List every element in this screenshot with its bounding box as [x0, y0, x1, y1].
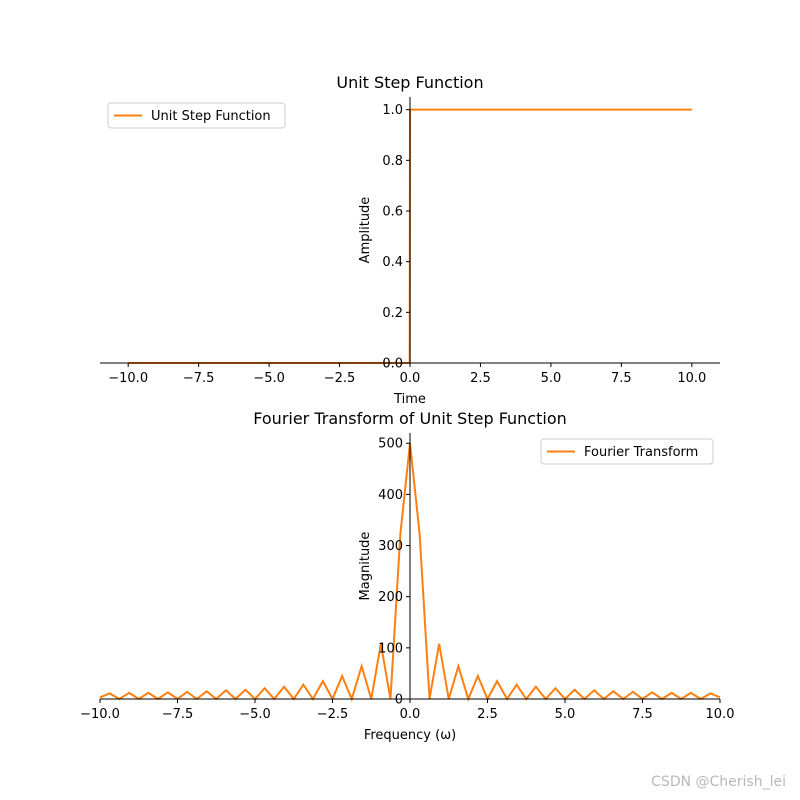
x-tick-label: −10.0 [108, 371, 148, 386]
y-tick-label: 0.2 [382, 306, 403, 321]
y-tick-label: 0 [395, 693, 403, 708]
y-tick-label: 200 [378, 590, 403, 605]
legend-box [540, 438, 714, 465]
y-tick-label: 0.6 [382, 205, 403, 220]
x-tick-label: 2.5 [477, 707, 498, 722]
x-tick-label: −10.0 [80, 707, 120, 722]
x-tick-label: 2.5 [470, 371, 491, 386]
legend-label: Unit Step Function [151, 109, 271, 124]
y-tick-label: 0.8 [382, 154, 403, 169]
x-tick-label: −2.5 [317, 707, 349, 722]
x-tick-label: 7.5 [611, 371, 632, 386]
x-axis-label: Frequency (ω) [364, 728, 456, 743]
y-axis-label: Magnitude [358, 532, 373, 601]
x-tick-label: 10.0 [706, 707, 735, 722]
y-tick-label: 500 [378, 437, 403, 452]
y-tick-label: 0.0 [382, 357, 403, 372]
x-tick-label: −5.0 [239, 707, 271, 722]
y-tick-label: 300 [378, 539, 403, 554]
y-tick-label: 100 [378, 641, 403, 656]
y-tick-label: 400 [378, 488, 403, 503]
x-axis-label: Time [393, 392, 426, 407]
y-tick-label: 1.0 [382, 103, 403, 118]
x-tick-label: 5.0 [541, 371, 562, 386]
y-tick-label: 0.4 [382, 255, 403, 270]
x-tick-label: 0.0 [400, 707, 421, 722]
unit-step-plot: Unit Step Function −10.0 −7.5 −5.0 −2.5 0.0 2.… [100, 73, 720, 407]
x-tick-label: −7.5 [183, 371, 215, 386]
x-tick-label: −7.5 [162, 707, 194, 722]
fourier-transform-plot: Fourier Transform of Unit Step Function −… [80, 409, 734, 743]
chart-title: Unit Step Function [336, 73, 483, 92]
x-tick-label: 10.0 [677, 371, 706, 386]
legend-label: Fourier Transform [584, 445, 698, 460]
watermark: CSDN @Cherish_lei [651, 774, 786, 790]
y-axis-label: Amplitude [358, 197, 373, 264]
x-tick-label: 7.5 [632, 707, 653, 722]
legend-box [107, 102, 286, 129]
x-tick-label: 0.0 [400, 371, 421, 386]
x-tick-label: −2.5 [324, 371, 356, 386]
x-tick-label: 5.0 [555, 707, 576, 722]
legend: Fourier Transform [540, 438, 714, 465]
x-tick-label: −5.0 [253, 371, 285, 386]
legend: Unit Step Function [107, 102, 286, 129]
chart-title: Fourier Transform of Unit Step Function [253, 409, 567, 428]
